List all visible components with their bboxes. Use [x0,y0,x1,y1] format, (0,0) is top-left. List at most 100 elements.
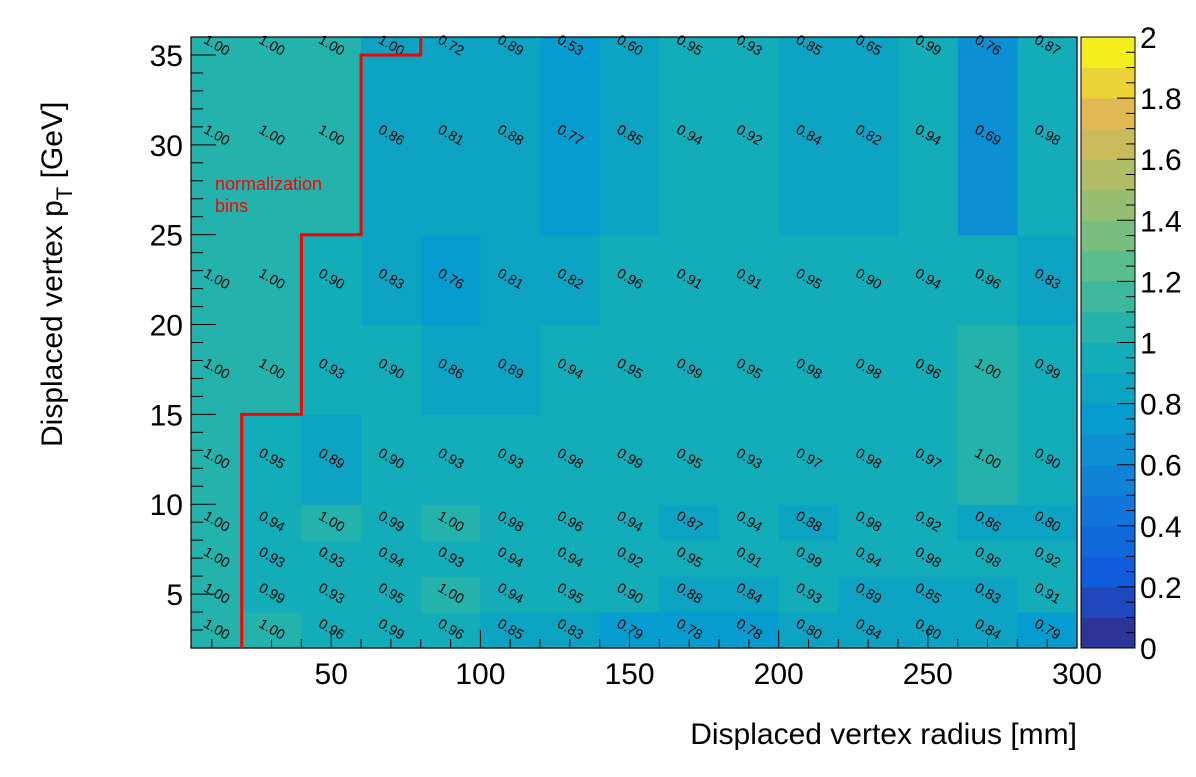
y-tick-label: 10 [150,489,183,522]
y-tick-label: 5 [166,579,183,612]
heatmap-cell [1017,234,1078,326]
heatmap-cell [778,234,839,326]
y-axis-label: Displaced vertex pT [GeV] [36,102,77,447]
colorbar-tick-label: 0.2 [1140,572,1182,605]
heatmap-cell [659,414,720,505]
heatmap-cell [599,540,660,577]
colorbar-tick-label: 1.8 [1140,83,1182,116]
heatmap-cell [599,504,660,541]
heatmap-cell [1017,414,1078,505]
heatmap-cell [191,414,243,505]
heatmap-cell [361,37,422,236]
heatmap-cell [599,324,660,415]
heatmap-cell [957,234,1018,326]
heatmap-cell [778,504,839,541]
heatmap-cell [361,234,422,326]
heatmap-cell [540,540,601,577]
heatmap-cell [540,414,601,505]
x-tick-label: 50 [315,658,348,691]
heatmap-cell [241,576,302,613]
heatmap-cell [838,414,899,505]
heatmap-cell [599,414,660,505]
heatmap-cell [301,234,362,326]
colorbar-tick-label: 1.2 [1140,266,1182,299]
heatmap-cell [719,234,780,326]
heatmap-cell [778,540,839,577]
y-tick-label: 15 [150,399,183,432]
heatmap-cell [898,540,959,577]
heatmap-cell [898,576,959,613]
heatmap-cell [191,234,243,326]
y-axis: 5 10 15 20 25 30 35 [150,36,216,649]
heatmap-cell [898,504,959,541]
heatmap-cell [480,576,541,613]
heatmap-cell [957,324,1018,415]
x-tick-label: 300 [1052,658,1102,691]
colorbar: 0 0.2 0.4 0.6 0.8 1 1.2 1.4 1.6 1.8 2 [1080,22,1182,666]
y-axis-label-unit: [GeV] [36,102,69,187]
x-axis-label: Displaced vertex radius [mm] [690,718,1077,751]
heatmap-cell [241,234,302,326]
heatmap-cell [480,540,541,577]
colorbar-tick-label: 2 [1140,22,1157,55]
heatmap-cell [778,576,839,613]
colorbar-tick-label: 0.4 [1140,511,1182,544]
heatmap-cell [838,576,899,613]
heatmap-cell [838,540,899,577]
heatmap-cell [361,576,422,613]
heatmap-cell [778,37,839,236]
y-axis-label-subscript: T [52,187,77,200]
heatmap-cell [599,234,660,326]
heatmap-cell [540,234,601,326]
heatmap-cell [1017,540,1078,577]
normalization-boundary-line [240,37,423,648]
y-tick-label: 30 [150,130,183,163]
heatmap-cell [659,324,720,415]
heatmap-cell [480,324,541,415]
heatmap-cell [241,324,302,415]
heatmap-cell [1017,324,1078,415]
heatmap-cell [719,37,780,236]
heatmap-cell [241,540,302,577]
colorbar-tick-label: 0 [1140,633,1157,666]
heatmap-cell [719,540,780,577]
y-tick-label: 25 [150,220,183,253]
heatmap-cell [301,324,362,415]
annotation-line2: bins [215,196,248,216]
colorbar-tick-label: 0.6 [1140,450,1182,483]
colorbar-tick-label: 1 [1140,328,1157,361]
heatmap-cell [361,540,422,577]
heatmap-cell [480,504,541,541]
heatmap-cell [301,576,362,613]
heatmap-cell [898,234,959,326]
heatmap-cell [778,324,839,415]
x-tick-label: 250 [903,658,953,691]
heatmap-cell [420,414,481,505]
y-axis-label-main: Displaced vertex p [36,200,69,447]
colorbar-tick-label: 0.8 [1140,389,1182,422]
heatmap-cell [361,324,422,415]
colorbar-tick-label: 1.6 [1140,144,1182,177]
annotation-line1: normalization [215,174,322,194]
heatmap-cell [957,504,1018,541]
heatmap-cell [659,576,720,613]
heatmap-cell [957,576,1018,613]
heatmap-cell [1017,37,1078,236]
heatmap-cell [191,37,243,236]
heatmap-cell [1017,576,1078,613]
heatmap-cell [778,414,839,505]
heatmap-cell [301,540,362,577]
heatmap-cell [659,540,720,577]
x-tick-label: 100 [455,658,505,691]
heatmap-cell [898,37,959,236]
heatmap-cell [719,576,780,613]
heatmap-cell [420,540,481,577]
heatmap-cell [301,504,362,541]
heatmap-cell [301,37,362,236]
heatmap-cell [659,234,720,326]
heatmap-cell [1017,504,1078,541]
heatmap-cell [898,324,959,415]
heatmap-cell [301,414,362,505]
